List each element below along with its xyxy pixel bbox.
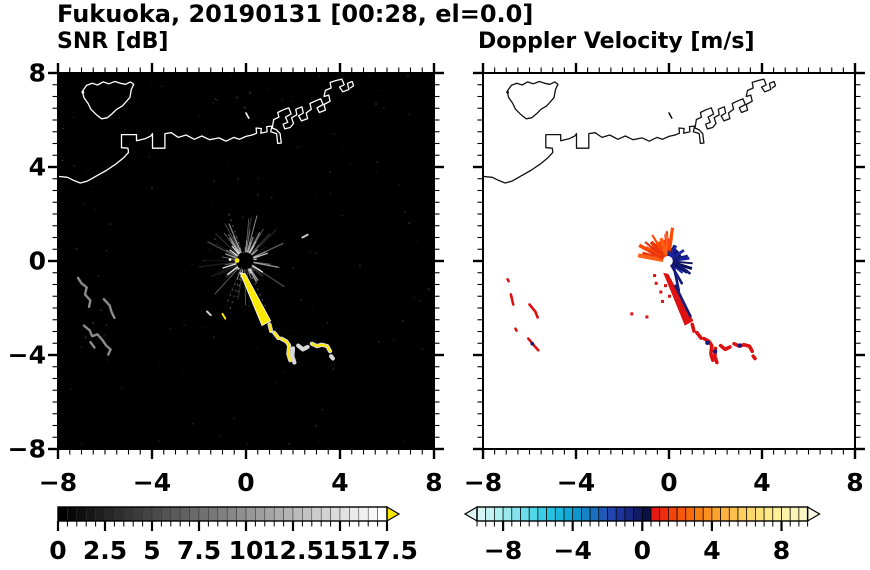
radar-blind-zone — [662, 256, 673, 266]
snr-x-tick-label: 0 — [237, 468, 255, 497]
velocity-panel — [483, 73, 855, 449]
islet-dot — [81, 90, 85, 94]
snr-colorbar-label: 17.5 — [356, 536, 418, 565]
velocity-colorbar-label: 0 — [633, 536, 651, 565]
snr-x-tick-label: 8 — [425, 468, 443, 497]
noise-speckle — [61, 74, 433, 449]
velocity-colorbar-label: −4 — [553, 536, 592, 565]
figure-title: Fukuoka, 20190131 [00:28, el=0.0] — [57, 0, 534, 28]
snr-colorbar-label: 10 — [228, 536, 264, 565]
snr-x-tick-label: −8 — [38, 468, 78, 497]
radar-starburst — [198, 212, 285, 311]
velocity-x-tick-label: 8 — [846, 468, 864, 497]
snr-y-tick-label: 4 — [28, 152, 46, 182]
islet-dot — [506, 90, 510, 94]
velocity-x-tick-label: −8 — [463, 468, 503, 497]
snr-panel — [58, 73, 434, 449]
snr-y-tick-label: 8 — [28, 58, 46, 88]
snr-colorbar — [56, 505, 401, 531]
velocity-x-tick-label: 4 — [753, 468, 771, 497]
snr-y-tick-label: −8 — [7, 434, 46, 464]
island-outline — [506, 80, 559, 120]
velocity-colorbar-label: −8 — [483, 536, 523, 565]
velocity-under-arrow — [463, 505, 478, 523]
snr-y-tick-label: 0 — [28, 246, 46, 276]
snr-x-tick-label: −4 — [132, 468, 172, 497]
snr-colorbar-label: 2.5 — [82, 536, 128, 565]
snr-colorbar-label: 5 — [143, 536, 161, 565]
velocity-x-tick-label: 0 — [660, 468, 678, 497]
snr-x-tick-label: 4 — [331, 468, 349, 497]
velocity-echoes — [506, 272, 757, 365]
radar-blind-zone — [236, 253, 253, 269]
coastline — [58, 78, 355, 184]
island-outline — [81, 80, 135, 120]
velocity-colorbar-label: 8 — [772, 536, 791, 565]
velocity-over-arrow — [806, 505, 821, 523]
snr-colorbar-label: 7.5 — [176, 536, 222, 565]
snr-y-tick-label: −4 — [7, 340, 46, 370]
snr-colorbar-label: 0 — [49, 536, 67, 565]
snr-colorbar-label: 15 — [322, 536, 358, 565]
snr-panel-title: SNR [dB] — [57, 29, 169, 54]
snr-over-arrow — [386, 505, 401, 523]
velocity-panel-title: Doppler Velocity [m/s] — [478, 29, 755, 54]
velocity-colorbar-label: 4 — [703, 536, 721, 565]
axis-ticks — [48, 63, 444, 459]
snr-echoes — [76, 233, 335, 365]
velocity-colorbar — [463, 505, 821, 531]
snr-colorbar-label: 12.5 — [262, 536, 324, 565]
axis-ticks — [473, 63, 865, 459]
velocity-x-tick-label: −4 — [556, 468, 596, 497]
coastline — [483, 78, 777, 184]
